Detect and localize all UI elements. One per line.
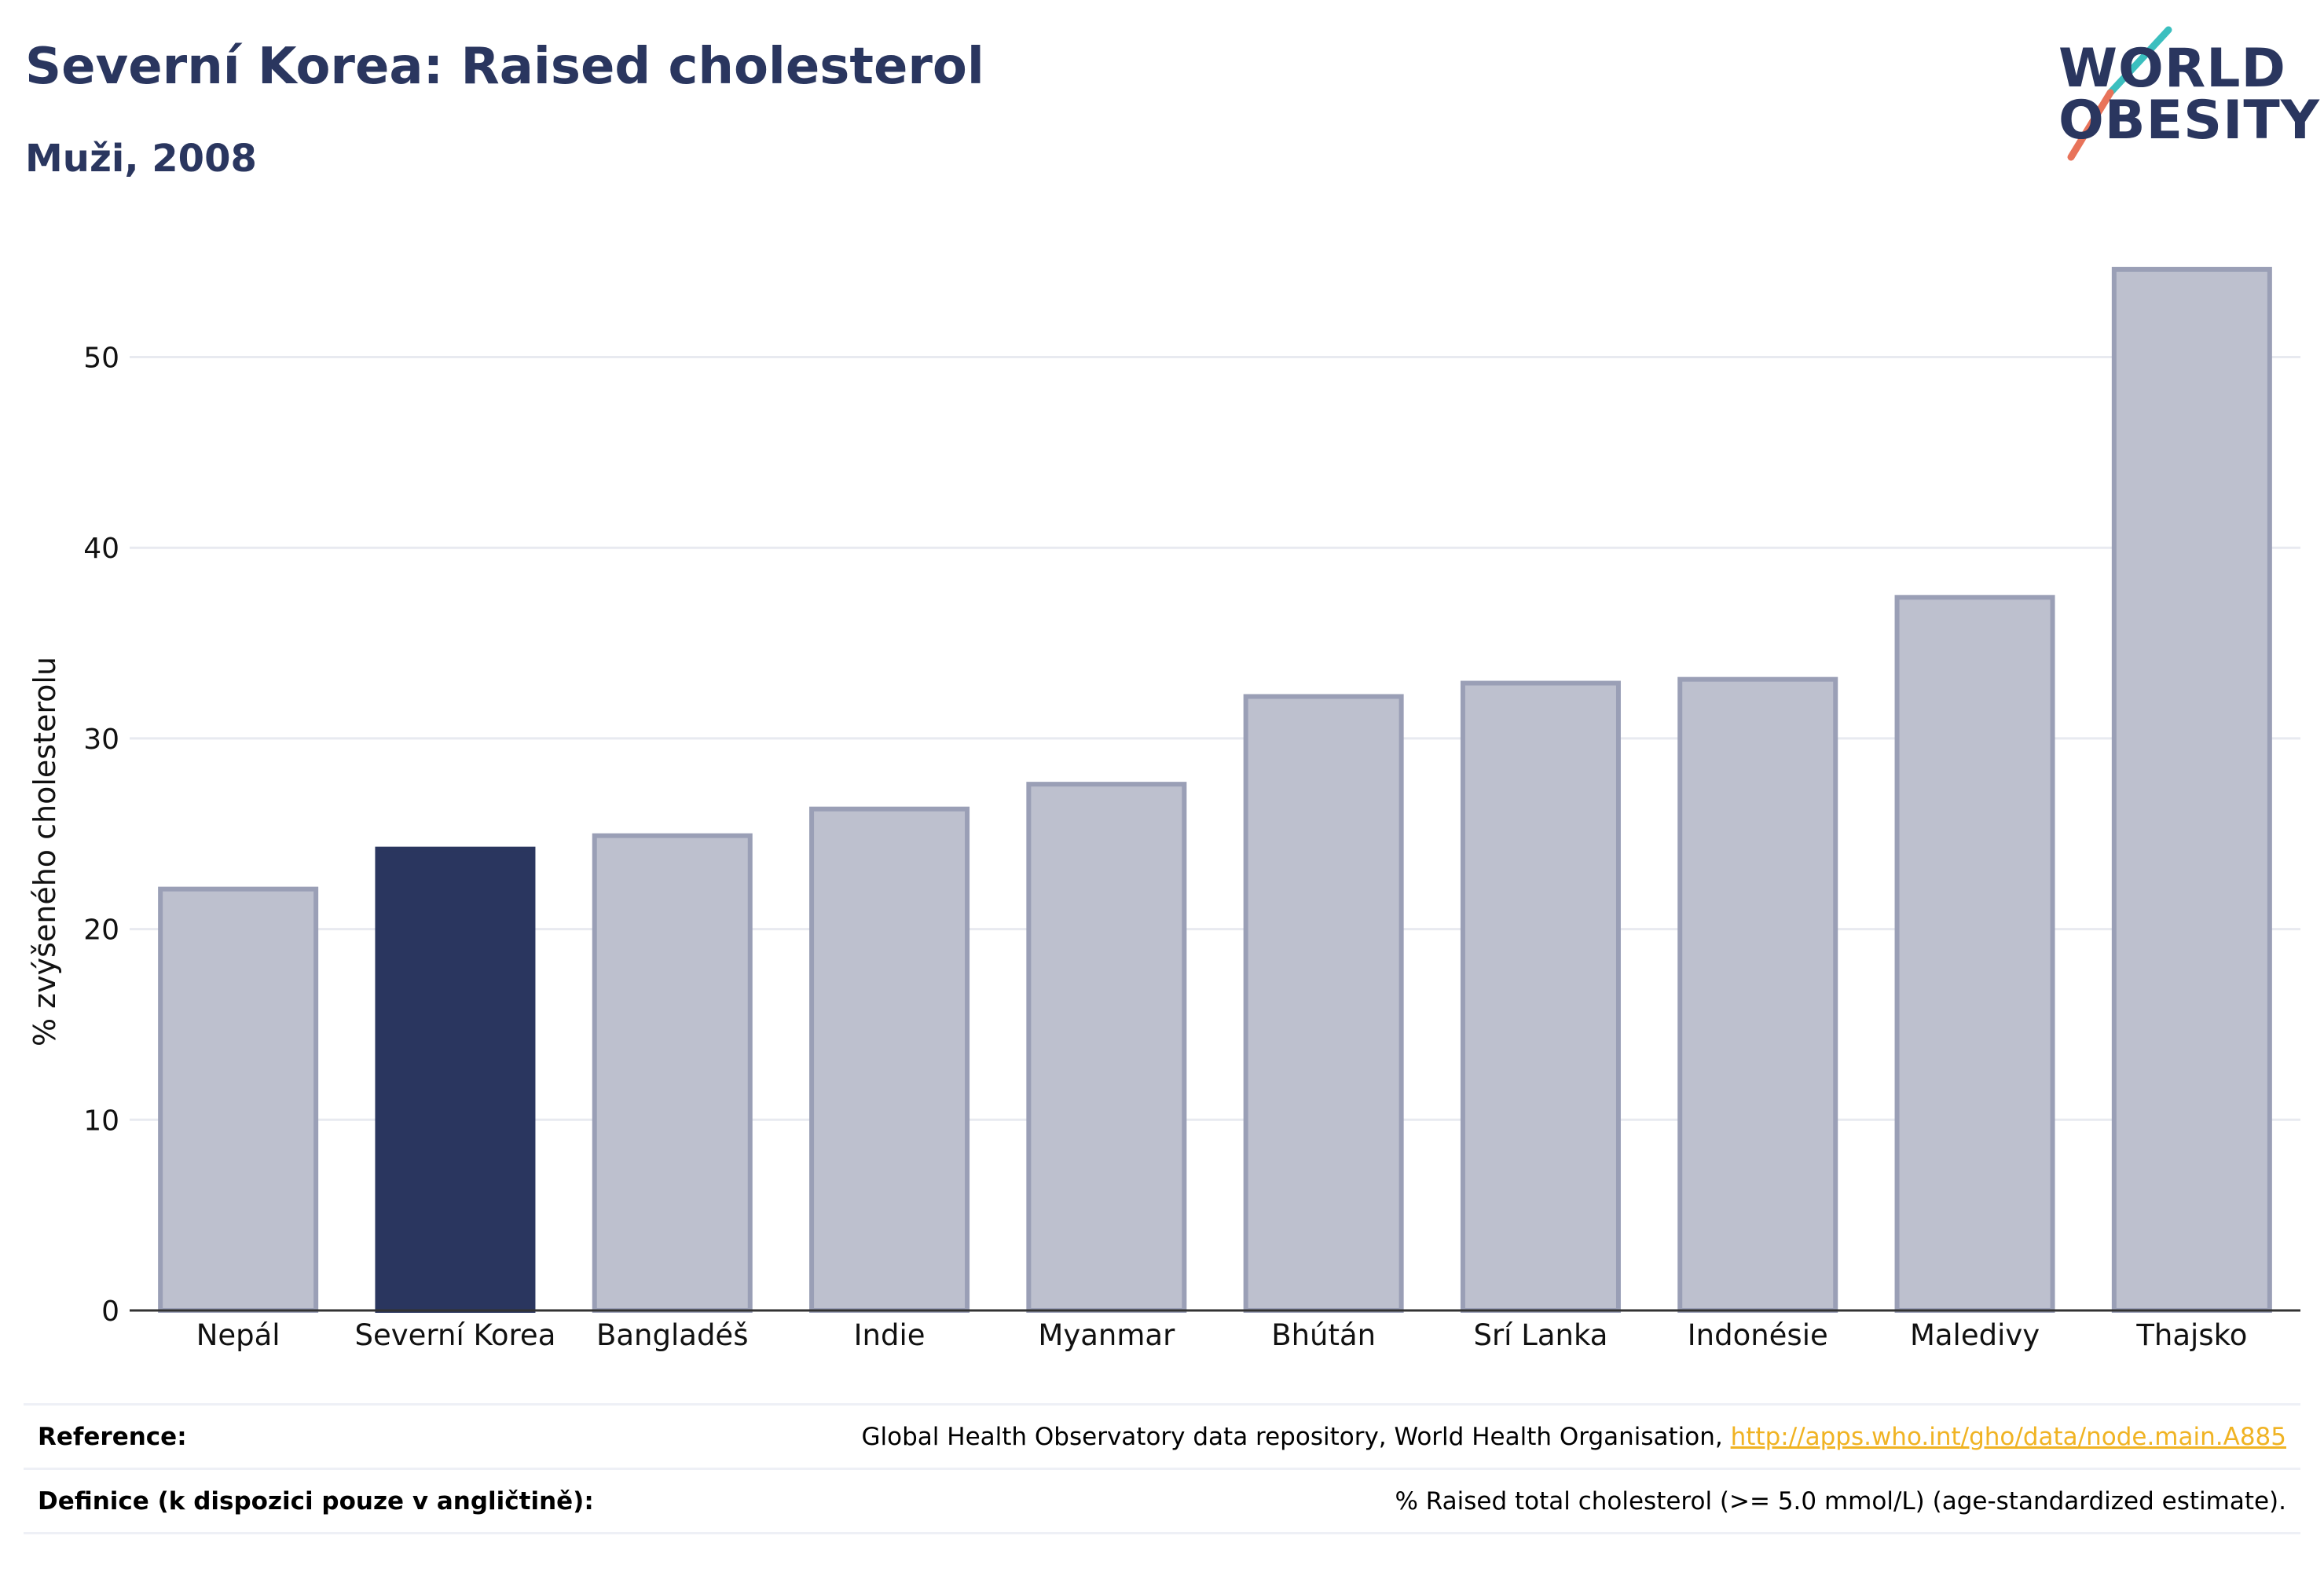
- definition-value: % Raised total cholesterol (>= 5.0 mmol/…: [1395, 1487, 2286, 1516]
- bar-indonésie[interactable]: [1677, 676, 1838, 1313]
- bar-bangladéš[interactable]: [592, 833, 753, 1313]
- chart-subtitle: Muži, 2008: [25, 137, 257, 181]
- x-tick-label: Nepál: [196, 1318, 280, 1352]
- x-tick-label: Srí Lanka: [1473, 1318, 1607, 1352]
- axes: 0 10 20 30 40 50 Nepál Severní Korea Bangladéš In…: [83, 343, 2300, 1352]
- logo-text-world: WORLD: [2058, 38, 2286, 100]
- x-tick-label: Bangladéš: [596, 1318, 748, 1352]
- reference-row: Reference: Global Health Observatory dat…: [24, 1403, 2300, 1470]
- bar-thajsko[interactable]: [2111, 266, 2272, 1313]
- bar-indie[interactable]: [809, 806, 970, 1313]
- bar-severní-korea[interactable]: [375, 846, 536, 1313]
- y-tick-label: 0: [101, 1296, 119, 1328]
- x-tick-label: Bhútán: [1271, 1318, 1376, 1352]
- y-tick-label: 30: [83, 724, 119, 756]
- bar-myanmar[interactable]: [1026, 782, 1187, 1313]
- bar-srí-lanka[interactable]: [1460, 680, 1621, 1313]
- y-tick-label: 20: [83, 914, 119, 947]
- reference-text: Global Health Observatory data repositor…: [861, 1423, 1731, 1451]
- x-tick-label: Indie: [854, 1318, 926, 1352]
- y-axis-title: % zvýšeného cholesterolu: [27, 657, 62, 1046]
- chart-title: Severní Korea: Raised cholesterol: [25, 38, 984, 96]
- x-tick-label: Thajsko: [2135, 1318, 2247, 1352]
- x-tick-label: Indonésie: [1688, 1318, 1828, 1352]
- reference-label: Reference:: [38, 1423, 187, 1451]
- world-obesity-logo[interactable]: WORLD OBESITY: [2027, 24, 2320, 165]
- logo-text-obesity: OBESITY: [2058, 90, 2320, 152]
- y-tick-label: 50: [83, 343, 119, 375]
- definition-label: Definice (k dispozici pouze v angličtině…: [38, 1487, 594, 1516]
- reference-link[interactable]: http://apps.who.int/gho/data/node.main.A…: [1730, 1423, 2286, 1451]
- definition-row: Definice (k dispozici pouze v angličtině…: [24, 1468, 2300, 1534]
- x-tick-label: Myanmar: [1038, 1318, 1175, 1352]
- bar-chart: 0 10 20 30 40 50 Nepál Severní Korea Bangladéš In…: [27, 266, 2300, 1352]
- y-tick-label: 40: [83, 533, 119, 565]
- footer-divider: [24, 1532, 2300, 1534]
- bar-maledivy[interactable]: [1894, 595, 2055, 1313]
- y-tick-label: 10: [83, 1105, 119, 1137]
- bars: [158, 266, 2272, 1314]
- bar-nepál[interactable]: [158, 886, 319, 1314]
- x-tick-label: Severní Korea: [355, 1318, 556, 1352]
- reference-value: Global Health Observatory data repositor…: [862, 1423, 2286, 1451]
- x-tick-label: Maledivy: [1910, 1318, 2040, 1352]
- logo-slash-icon: [2067, 26, 2172, 161]
- bar-bhútán[interactable]: [1243, 694, 1404, 1313]
